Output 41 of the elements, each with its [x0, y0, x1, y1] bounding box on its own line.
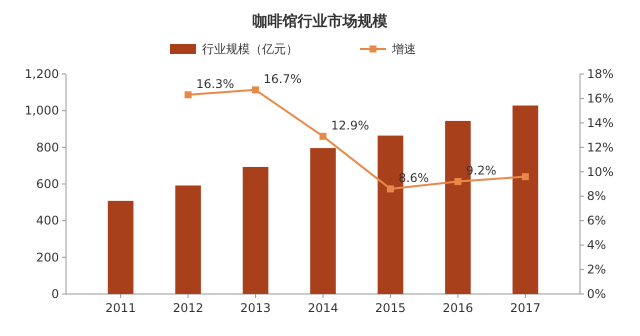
chart-title: 咖啡馆行业市场规模: [252, 12, 388, 30]
y-tick-label: 1,000: [24, 104, 59, 118]
y2-tick-label: 2%: [587, 262, 606, 277]
point: [320, 132, 326, 140]
legend-label: 行业规模（亿元）: [202, 42, 298, 56]
y2-tick-label: 4%: [587, 238, 606, 252]
y2-tick-label: 6%: [587, 214, 606, 228]
bar: [175, 185, 201, 294]
bar: [108, 200, 134, 294]
y2-tick-label: 14%: [587, 116, 614, 130]
x-tick-label: 2014: [308, 301, 338, 315]
point: [184, 91, 192, 98]
y-tick-label: 800: [36, 140, 59, 154]
point: [454, 178, 462, 186]
y2-tick-label: 18%: [587, 67, 614, 81]
y-tick-label: 200: [36, 250, 59, 264]
y-tick-label: 400: [36, 214, 59, 228]
point: [252, 86, 260, 94]
bar: [512, 106, 538, 294]
y-tick-label: 0: [51, 287, 59, 301]
y2-tick-label: 16%: [587, 91, 614, 106]
x-tick-label: 2015: [375, 301, 406, 315]
y2-tick-label: 12%: [587, 140, 614, 154]
data-label: 16.7%: [264, 72, 302, 86]
x-tick-label: 2011: [105, 301, 136, 315]
y-tick-label: 1,200: [24, 67, 59, 81]
y2-tick-label: 10%: [587, 164, 614, 179]
bar: [242, 166, 268, 294]
bar: [310, 148, 336, 294]
y2-tick-label: 0%: [587, 287, 606, 301]
y-tick-label: 600: [36, 177, 59, 191]
legend-label: 增速: [391, 42, 416, 56]
y2-tick-label: 8%: [587, 189, 606, 204]
x-tick-label: 2016: [442, 301, 474, 315]
point: [522, 173, 529, 180]
data-label: 12.9%: [331, 118, 370, 132]
point: [386, 185, 394, 192]
x-tick-label: 2012: [172, 301, 204, 315]
data-label: 16.3%: [196, 76, 234, 91]
x-tick-label: 2017: [510, 301, 541, 315]
x-tick-label: 2013: [240, 301, 271, 315]
